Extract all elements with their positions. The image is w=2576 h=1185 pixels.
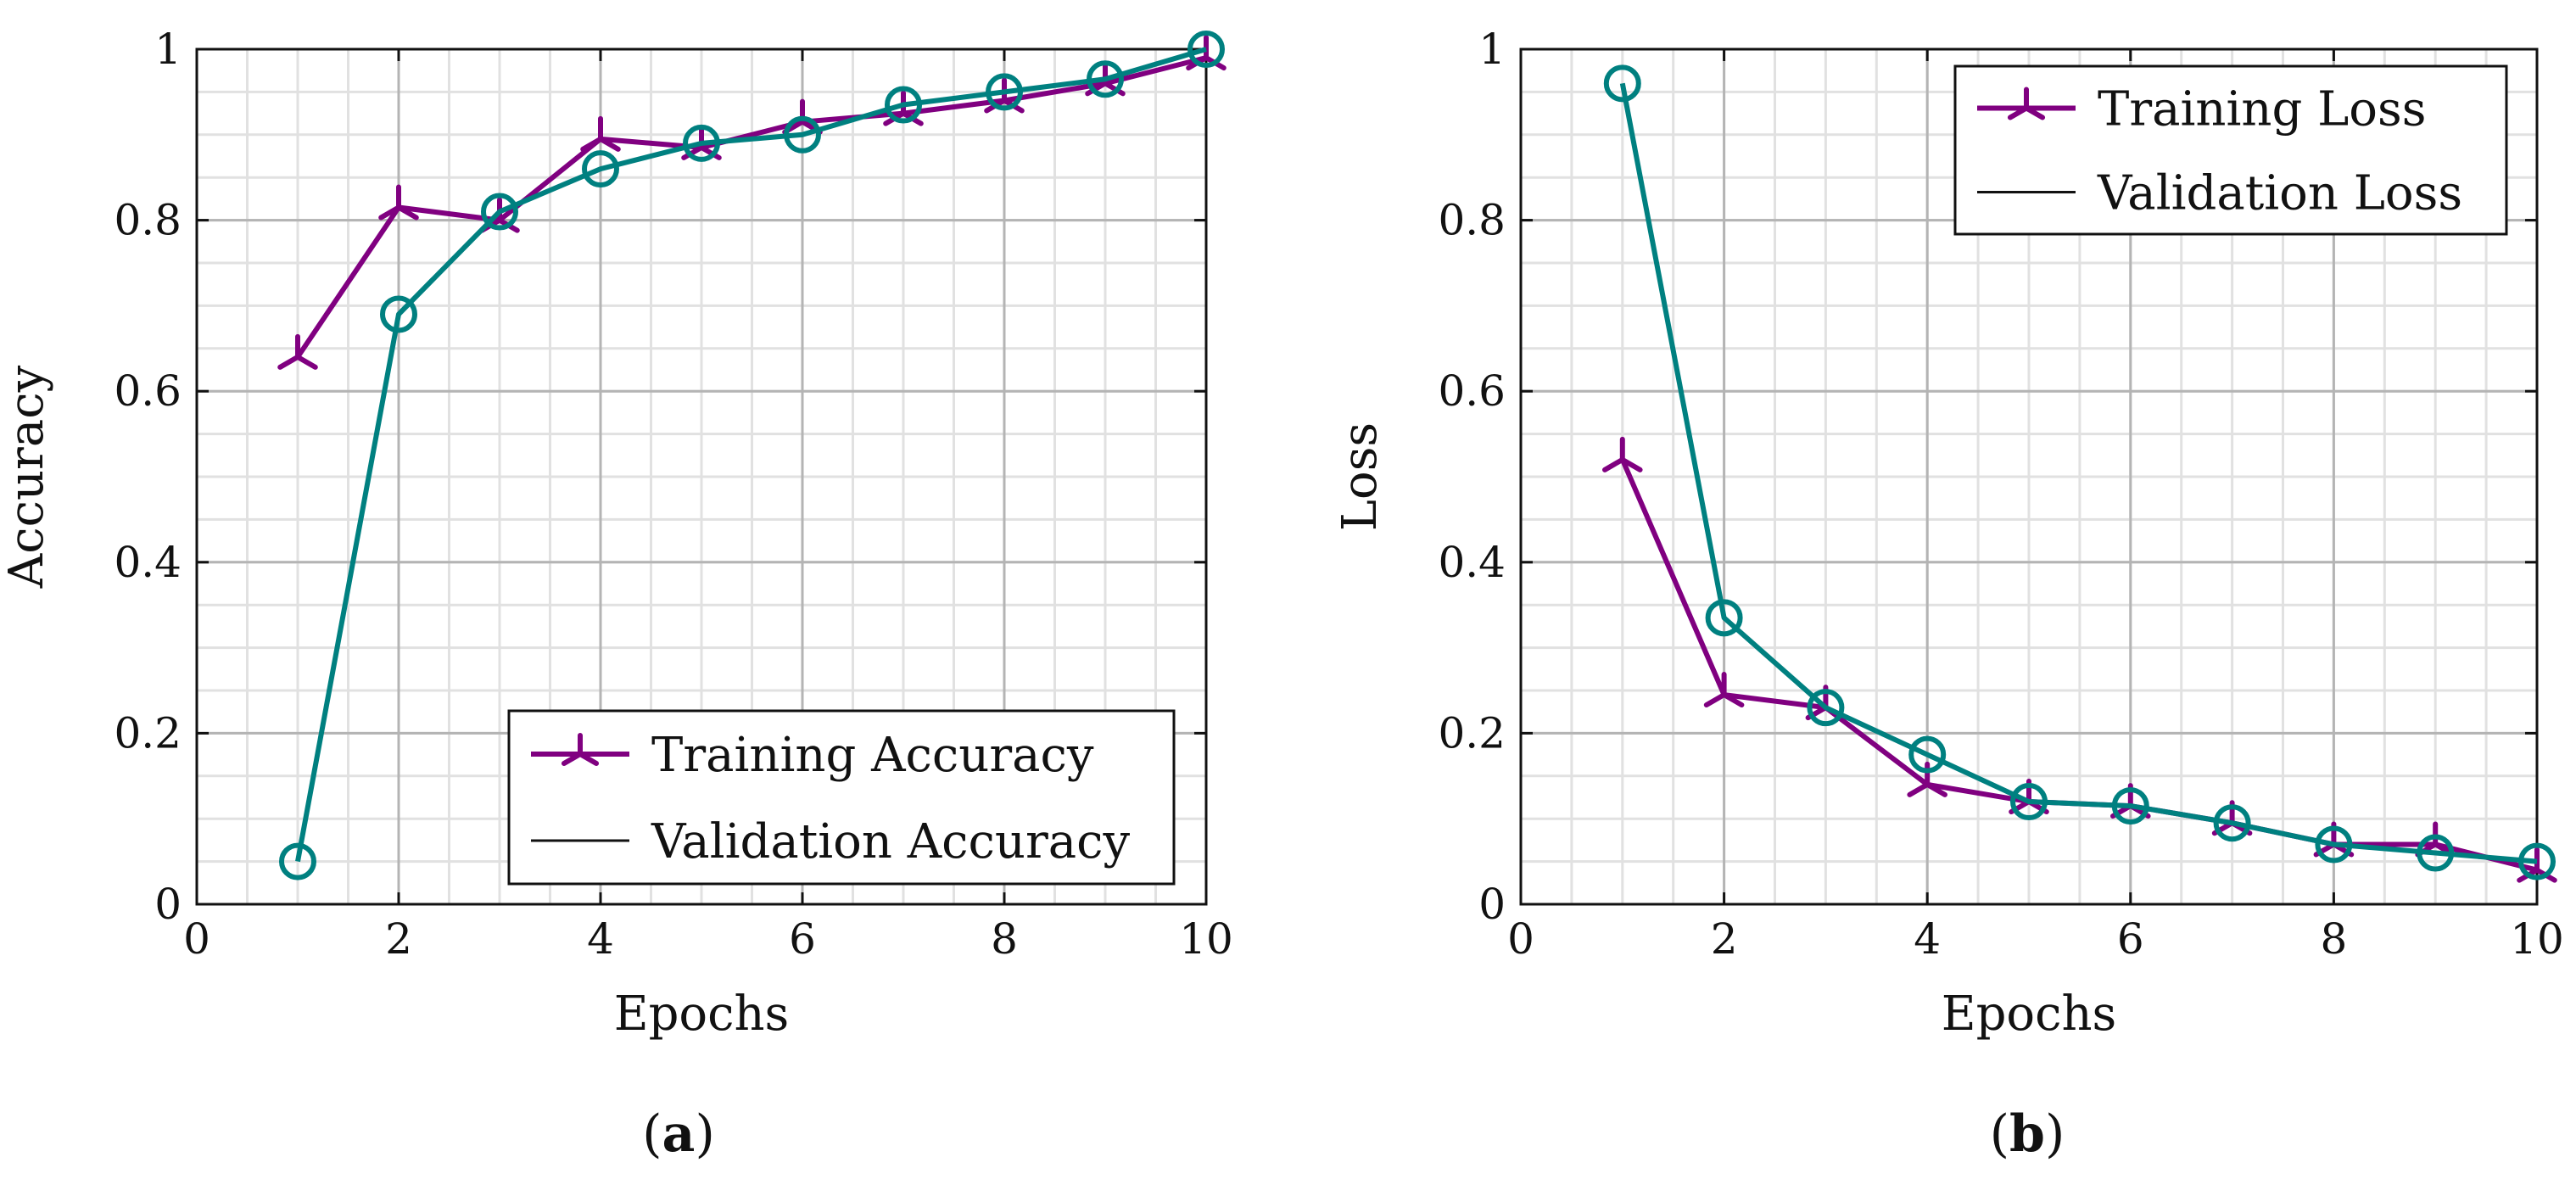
y-tick-label: 0 — [1478, 880, 1506, 929]
y-tick-label: 1 — [154, 25, 182, 74]
tick-marks — [1519, 48, 2539, 906]
data-point — [683, 124, 720, 162]
x-tick-label: 6 — [789, 914, 816, 964]
y-tick-label: 0.2 — [1438, 708, 1506, 757]
data-point — [2315, 825, 2353, 864]
y-axis-label: Loss — [1333, 422, 1388, 531]
legend-box — [1953, 64, 2508, 236]
y-tick-label: 0.8 — [1438, 196, 1506, 245]
x-tick-label: 2 — [1711, 914, 1738, 964]
x-tick-label: 8 — [2320, 914, 2347, 964]
x-tick-label: 10 — [2510, 914, 2564, 964]
series-line — [295, 47, 1207, 863]
plot-frame — [1519, 48, 2539, 906]
legend-label: Validation Loss — [2097, 166, 2462, 221]
data-point — [2417, 834, 2455, 872]
data-point — [380, 295, 417, 333]
y-tick-label: 0.4 — [114, 538, 182, 587]
panel-label-letter: a — [662, 1104, 696, 1164]
series-line — [295, 55, 1207, 359]
legend-label: Training Loss — [2098, 82, 2427, 137]
data-point — [279, 842, 316, 880]
data-point — [277, 333, 318, 370]
data-point — [2518, 842, 2556, 880]
x-axis-label: Epochs — [614, 987, 790, 1042]
panel-label-open: ( — [642, 1104, 662, 1164]
plot-frame — [195, 48, 1208, 906]
chart-panel-b: 0 2 4 6 8 10 0 0.2 0.4 0.6 0.8 1 Epochs Loss Training … — [1333, 25, 2564, 1164]
legend-box — [507, 709, 1176, 886]
legend-marker — [561, 733, 600, 766]
x-tick-label: 0 — [183, 914, 210, 964]
panel-label-letter: b — [2009, 1104, 2045, 1164]
data-point — [481, 193, 518, 231]
x-axis-label: Epochs — [1942, 987, 2117, 1042]
x-tick-label: 0 — [1507, 914, 1534, 964]
data-point — [1907, 761, 1947, 797]
x-tick-label: 4 — [1914, 914, 1941, 964]
x-tick-label: 2 — [385, 914, 412, 964]
y-tick-label: 1 — [1478, 25, 1506, 74]
data-point — [1602, 436, 1643, 472]
y-tick-label: 0.2 — [114, 708, 182, 757]
data-point — [784, 115, 821, 154]
panel-label: (a) — [642, 1104, 715, 1164]
data-point — [1703, 672, 1745, 708]
chart-panel-a: 0 2 4 6 8 10 0 0.2 0.4 0.6 0.8 1 Epochs Accuracy Train… — [0, 25, 1233, 1164]
legend-marker — [2007, 87, 2046, 120]
data-point — [1087, 60, 1124, 98]
y-tick-label: 0.4 — [1438, 538, 1506, 587]
data-point — [2010, 783, 2048, 821]
panel-label-open: ( — [1990, 1104, 2009, 1164]
y-tick-label: 0.8 — [114, 196, 182, 245]
panel-label-close: ) — [695, 1104, 714, 1164]
legend: Training Loss Validation Loss — [1953, 64, 2508, 236]
legend-label: Training Accuracy — [651, 728, 1094, 783]
data-point — [582, 150, 619, 188]
x-tick-label: 6 — [2117, 914, 2144, 964]
data-point — [1187, 31, 1225, 68]
data-point — [1705, 599, 1743, 637]
y-tick-label: 0.6 — [114, 366, 182, 416]
data-point — [986, 73, 1023, 111]
legend-label: Validation Accuracy — [651, 814, 1130, 869]
y-tick-label: 0.6 — [1438, 366, 1506, 416]
x-tick-label: 8 — [991, 914, 1018, 964]
data-point — [378, 184, 419, 221]
data-point — [2213, 804, 2251, 842]
x-tick-label: 10 — [1179, 914, 1233, 964]
data-point — [1908, 735, 1947, 774]
data-point — [885, 86, 922, 124]
series-validation-loss — [1603, 64, 2556, 880]
y-tick-label: 0 — [154, 880, 182, 929]
x-tick-label: 4 — [587, 914, 614, 964]
data-point — [1603, 64, 1641, 103]
panel-label-close: ) — [2045, 1104, 2065, 1164]
y-axis-label: Accuracy — [0, 365, 54, 589]
data-point — [580, 115, 621, 152]
series-line — [1619, 82, 2538, 864]
data-point — [2111, 787, 2149, 825]
panel-label: (b) — [1990, 1104, 2065, 1164]
data-point — [1807, 689, 1845, 727]
legend: Training Accuracy Validation Accuracy — [507, 709, 1176, 886]
series-validation-accuracy — [279, 31, 1225, 880]
